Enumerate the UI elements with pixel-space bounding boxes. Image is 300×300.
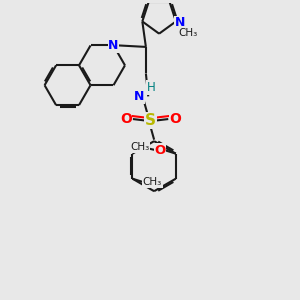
Text: CH₃: CH₃ [130,142,149,152]
Text: CH₃: CH₃ [178,28,197,38]
Text: H: H [147,81,156,94]
Text: N: N [134,90,144,103]
Text: O: O [154,144,166,157]
Text: CH₃: CH₃ [143,177,162,187]
Text: O: O [120,112,132,126]
Text: S: S [145,113,156,128]
Text: N: N [108,39,119,52]
Text: O: O [169,112,181,126]
Text: N: N [175,16,185,29]
